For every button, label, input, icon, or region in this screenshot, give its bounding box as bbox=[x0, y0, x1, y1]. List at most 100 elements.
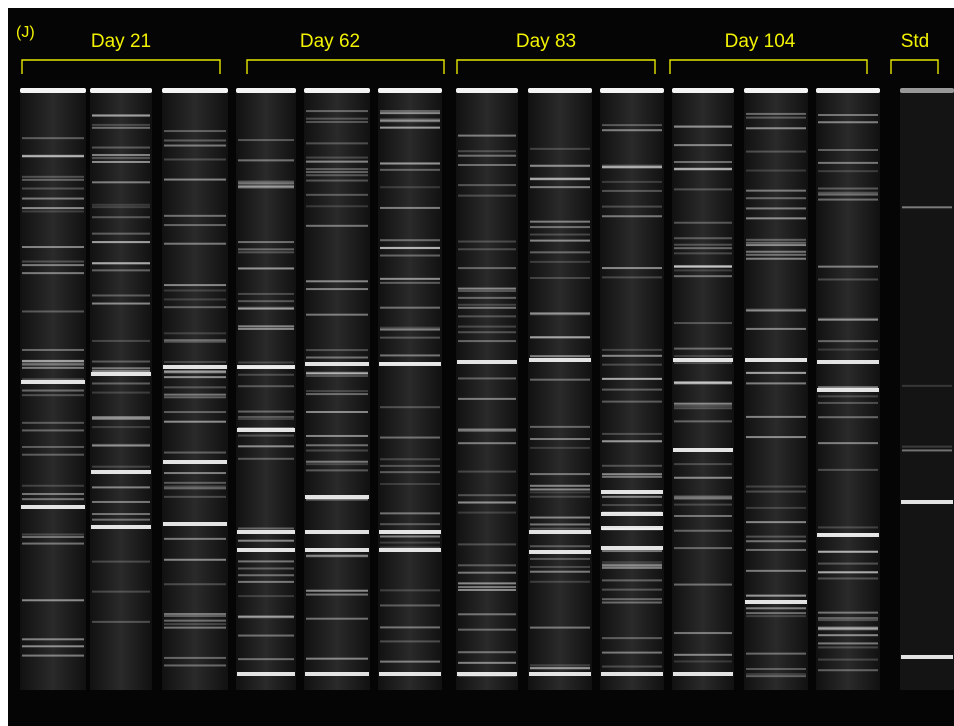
faint-band bbox=[92, 417, 150, 420]
faint-band bbox=[238, 580, 294, 583]
lane bbox=[378, 90, 442, 690]
faint-band bbox=[22, 366, 84, 369]
faint-band bbox=[602, 579, 662, 582]
faint-band bbox=[164, 614, 226, 617]
faint-band bbox=[530, 336, 590, 339]
faint-band bbox=[674, 221, 732, 224]
faint-band bbox=[238, 527, 294, 530]
faint-band bbox=[238, 267, 294, 270]
panel-label: (J) bbox=[16, 24, 35, 41]
faint-band bbox=[306, 657, 368, 660]
faint-band bbox=[674, 547, 732, 550]
faint-band bbox=[746, 309, 806, 312]
faint-band bbox=[380, 589, 440, 592]
faint-band bbox=[818, 611, 878, 614]
faint-band bbox=[458, 511, 516, 514]
faint-band bbox=[380, 541, 440, 544]
faint-band bbox=[380, 110, 440, 113]
bracket bbox=[890, 59, 939, 74]
faint-band bbox=[746, 169, 806, 172]
faint-band bbox=[164, 664, 226, 667]
faint-band bbox=[380, 119, 440, 122]
faint-band bbox=[530, 545, 590, 548]
faint-band bbox=[306, 372, 368, 375]
faint-band bbox=[602, 348, 662, 351]
faint-band bbox=[306, 280, 368, 283]
faint-band bbox=[238, 327, 294, 330]
faint-band bbox=[530, 251, 590, 254]
faint-band bbox=[306, 469, 368, 472]
band bbox=[673, 672, 733, 676]
well bbox=[236, 88, 296, 93]
faint-band bbox=[92, 146, 150, 149]
band bbox=[305, 530, 369, 534]
faint-band bbox=[238, 241, 294, 244]
faint-band bbox=[238, 307, 294, 310]
faint-band bbox=[818, 278, 878, 281]
faint-band bbox=[380, 126, 440, 129]
faint-band bbox=[602, 588, 662, 591]
faint-band bbox=[530, 664, 590, 667]
faint-band bbox=[306, 498, 368, 501]
faint-band bbox=[674, 660, 732, 663]
well bbox=[600, 88, 664, 93]
faint-band bbox=[22, 533, 84, 536]
faint-band bbox=[92, 123, 150, 126]
faint-band bbox=[746, 372, 806, 375]
faint-band bbox=[530, 438, 590, 441]
faint-band bbox=[458, 134, 516, 137]
faint-band bbox=[746, 127, 806, 130]
faint-band bbox=[746, 615, 806, 618]
faint-band bbox=[22, 498, 84, 501]
faint-band bbox=[306, 110, 368, 113]
faint-band bbox=[92, 465, 150, 468]
faint-band bbox=[674, 125, 732, 128]
faint-band bbox=[22, 389, 84, 392]
faint-band bbox=[530, 313, 590, 316]
faint-band bbox=[602, 561, 662, 564]
faint-band bbox=[238, 457, 294, 460]
faint-band bbox=[746, 112, 806, 115]
faint-band bbox=[530, 226, 590, 229]
faint-band bbox=[164, 420, 226, 423]
faint-band bbox=[458, 571, 516, 574]
faint-band bbox=[674, 382, 732, 385]
band bbox=[163, 365, 227, 369]
faint-band bbox=[22, 378, 84, 381]
faint-band bbox=[674, 275, 732, 278]
band bbox=[529, 358, 591, 362]
faint-band bbox=[380, 328, 440, 331]
faint-band bbox=[818, 318, 878, 321]
faint-band bbox=[306, 349, 368, 352]
faint-band bbox=[380, 306, 440, 309]
faint-band bbox=[164, 487, 226, 490]
faint-band bbox=[22, 445, 84, 448]
faint-band bbox=[530, 260, 590, 263]
lane bbox=[744, 90, 808, 690]
faint-band bbox=[674, 631, 732, 634]
band bbox=[817, 388, 879, 392]
faint-band bbox=[380, 239, 440, 242]
faint-band bbox=[92, 113, 150, 116]
faint-band bbox=[458, 377, 516, 380]
faint-band bbox=[380, 168, 440, 171]
faint-band bbox=[92, 620, 150, 623]
faint-band bbox=[674, 347, 732, 350]
faint-band bbox=[92, 153, 150, 156]
faint-band bbox=[92, 382, 150, 385]
faint-band bbox=[458, 661, 516, 664]
faint-band bbox=[602, 598, 662, 601]
faint-band bbox=[674, 476, 732, 479]
faint-band bbox=[674, 188, 732, 191]
faint-band bbox=[674, 495, 732, 498]
faint-band bbox=[818, 468, 878, 471]
well bbox=[744, 88, 808, 93]
faint-band bbox=[22, 645, 84, 648]
band bbox=[237, 672, 295, 676]
faint-band bbox=[458, 651, 516, 654]
faint-band bbox=[458, 289, 516, 292]
faint-band bbox=[458, 150, 516, 153]
faint-band bbox=[22, 207, 84, 210]
faint-band bbox=[746, 250, 806, 253]
faint-band bbox=[818, 317, 878, 320]
